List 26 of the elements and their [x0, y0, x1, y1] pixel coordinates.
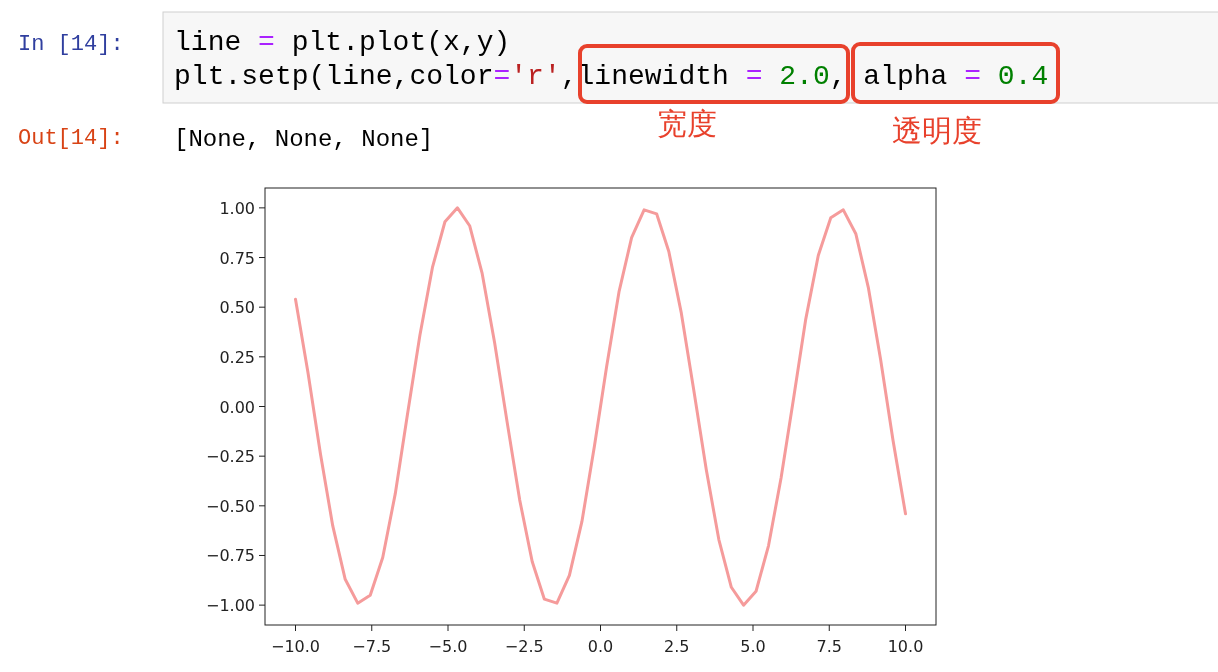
x-tick-label: 2.5 [664, 637, 690, 656]
y-tick-label: −0.25 [205, 447, 255, 467]
text: 宽度 [657, 106, 717, 141]
y-tick-label: −1.00 [205, 596, 255, 616]
y-tick-label: 0.25 [219, 347, 255, 367]
text: [None, None, None] [174, 126, 434, 153]
line-series [294, 206, 907, 607]
y-tick-label: 1.00 [219, 198, 255, 218]
y-tick-label: −0.50 [205, 496, 255, 516]
text: line = plt.plot(x,y) [174, 27, 511, 58]
x-tick-label: −7.5 [352, 637, 392, 656]
x-tick-label: −2.5 [504, 637, 544, 656]
text: Out[14]: [18, 126, 124, 151]
text: 透明度 [892, 113, 982, 148]
y-tick-label: −0.75 [205, 546, 255, 566]
text: plt.setp(line,color='r',linewidth = 2.0, alpha = 0.4 [174, 61, 1049, 92]
y-tick-label: 0.50 [219, 298, 255, 318]
x-tick-label: 10.0 [887, 637, 924, 656]
text: In [14]: [18, 32, 124, 57]
y-tick-label: 0.00 [219, 397, 255, 417]
x-tick-label: 5.0 [740, 637, 766, 656]
y-tick-label: 0.75 [219, 248, 255, 268]
x-tick-label: 0.0 [587, 637, 614, 656]
x-tick-label: −10.0 [270, 637, 321, 656]
x-tick-label: 7.5 [816, 637, 842, 656]
x-tick-label: −5.0 [428, 637, 468, 656]
